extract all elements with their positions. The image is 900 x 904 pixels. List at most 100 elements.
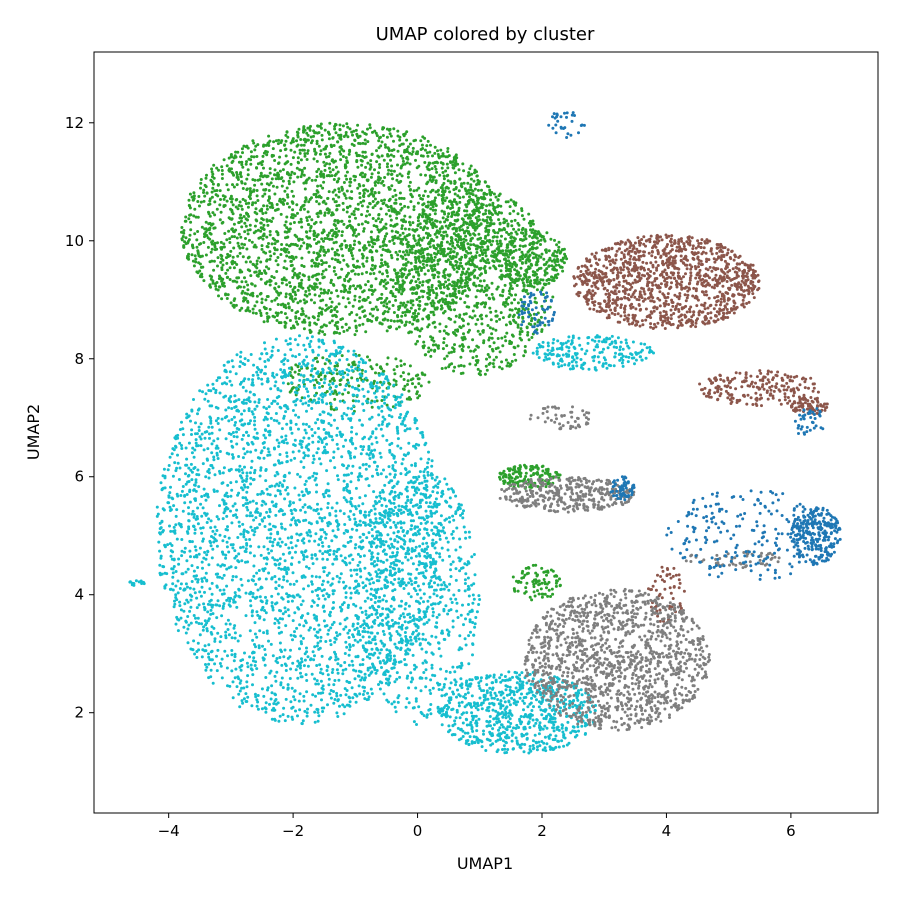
scatter-point [249, 158, 253, 162]
scatter-point [435, 231, 439, 234]
scatter-point [530, 241, 534, 245]
scatter-point [466, 242, 470, 246]
scatter-point [443, 220, 447, 224]
scatter-point [498, 350, 502, 354]
scatter-point [379, 220, 382, 224]
scatter-point [317, 512, 321, 516]
scatter-point [499, 251, 502, 255]
scatter-point [361, 141, 365, 145]
scatter-point [561, 269, 565, 273]
scatter-point [321, 186, 325, 190]
scatter-point [256, 493, 260, 496]
scatter-point [389, 319, 393, 323]
scatter-point [551, 295, 555, 299]
scatter-point [556, 272, 560, 276]
scatter-point [516, 589, 520, 593]
scatter-point [399, 154, 403, 158]
scatter-point [422, 236, 426, 240]
scatter-point [264, 577, 268, 581]
scatter-point [261, 237, 265, 241]
scatter-point [469, 258, 472, 262]
scatter-point [391, 285, 395, 289]
scatter-point [541, 235, 545, 239]
scatter-point [377, 175, 381, 179]
scatter-point [336, 294, 340, 298]
scatter-point [258, 269, 262, 273]
scatter-point [425, 219, 428, 223]
scatter-point [406, 205, 410, 209]
scatter-point [382, 304, 386, 308]
scatter-point [237, 204, 241, 207]
scatter-point [467, 171, 471, 175]
scatter-point [288, 342, 292, 346]
scatter-point [211, 279, 215, 283]
scatter-point [382, 380, 386, 384]
scatter-point [207, 228, 211, 232]
scatter-point [272, 252, 276, 256]
scatter-point [524, 466, 528, 470]
scatter-point [265, 599, 269, 603]
scatter-point [291, 269, 295, 273]
scatter-point [280, 139, 284, 143]
scatter-point [449, 250, 453, 254]
scatter-point [394, 357, 398, 361]
scatter-point [363, 299, 367, 302]
scatter-point [405, 147, 409, 151]
scatter-point [385, 329, 389, 333]
scatter-point [310, 178, 314, 182]
scatter-point [343, 194, 347, 197]
scatter-point [392, 154, 396, 158]
scatter-point [255, 431, 259, 435]
scatter-point [193, 232, 197, 236]
scatter-point [291, 276, 295, 279]
scatter-point [514, 248, 518, 252]
scatter-point [356, 259, 359, 263]
scatter-point [217, 285, 221, 289]
scatter-point [403, 362, 406, 366]
scatter-point [178, 604, 182, 608]
scatter-point [555, 243, 559, 247]
scatter-point [456, 243, 459, 247]
scatter-point [530, 464, 534, 468]
scatter-point [476, 188, 480, 192]
scatter-point [540, 330, 544, 333]
scatter-point [513, 465, 517, 469]
scatter-point [289, 148, 293, 152]
scatter-point [281, 302, 285, 306]
scatter-point [262, 233, 266, 237]
scatter-point [369, 192, 373, 196]
scatter-point [317, 314, 320, 318]
scatter-point [322, 228, 326, 232]
scatter-point [386, 172, 390, 176]
scatter-point [446, 179, 450, 183]
scatter-point [347, 381, 350, 385]
scatter-point [434, 247, 438, 250]
scatter-point [392, 169, 396, 173]
scatter-point [490, 254, 493, 258]
scatter-point [482, 259, 486, 263]
scatter-point [290, 308, 294, 312]
scatter-point [445, 162, 449, 166]
scatter-point [413, 385, 417, 389]
scatter-point [385, 296, 389, 300]
scatter-point [193, 254, 197, 258]
scatter-point [476, 289, 480, 293]
scatter-point [488, 361, 492, 365]
scatter-point [192, 455, 196, 459]
scatter-point [401, 142, 405, 146]
scatter-point [526, 333, 530, 337]
scatter-point [244, 202, 248, 206]
scatter-point [366, 179, 370, 183]
scatter-point [389, 325, 392, 329]
scatter-point [298, 498, 302, 502]
scatter-point [358, 191, 362, 195]
scatter-point [375, 389, 379, 393]
scatter-point [212, 163, 216, 167]
scatter-point [367, 288, 371, 292]
scatter-point [403, 424, 407, 428]
scatter-point [396, 149, 400, 153]
scatter-point [305, 336, 309, 340]
scatter-point [406, 245, 410, 249]
scatter-point [380, 154, 384, 158]
scatter-point [338, 379, 342, 382]
